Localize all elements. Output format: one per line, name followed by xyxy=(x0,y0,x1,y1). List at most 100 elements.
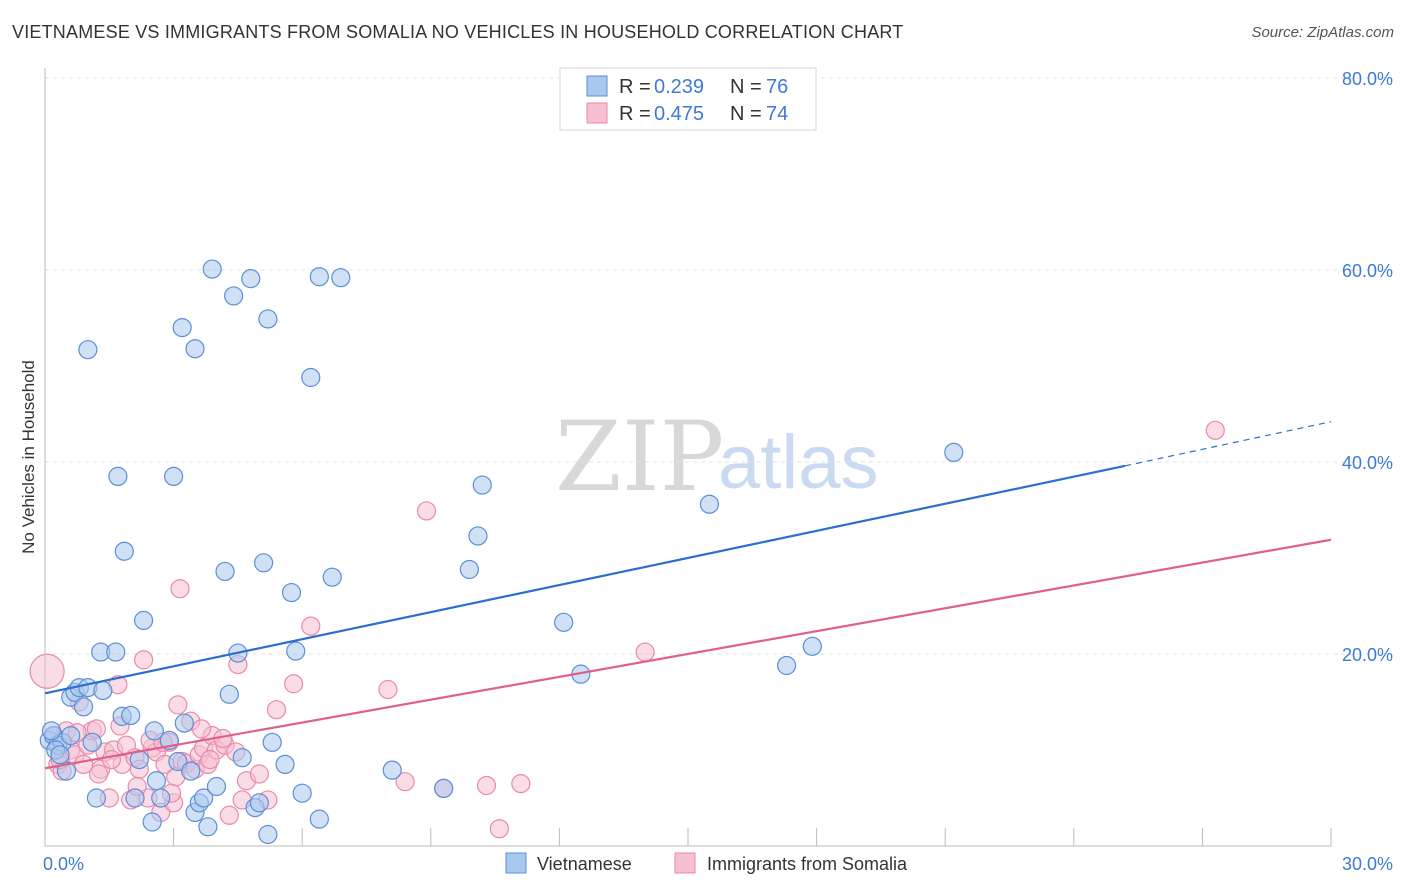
vietnamese-point xyxy=(258,309,278,329)
bottom-legend: Vietnamese Immigrants from Somalia xyxy=(505,852,908,874)
vietnamese-point xyxy=(206,776,227,797)
somalia-point xyxy=(170,579,190,599)
vietnamese-point xyxy=(198,817,218,837)
vietnamese-point xyxy=(554,612,574,632)
legend-r-label: R = xyxy=(619,76,651,98)
vietnamese-point xyxy=(286,641,306,661)
vietnamese-point xyxy=(168,751,188,772)
vietnamese-point xyxy=(121,705,141,726)
vietnamese-point xyxy=(254,553,274,573)
somalia-point xyxy=(101,749,122,770)
vietnamese-point xyxy=(50,745,70,765)
somalia-point xyxy=(266,700,287,720)
vietnamese-point xyxy=(802,636,822,656)
vietnamese-point xyxy=(164,466,184,486)
legend-r-label: R = xyxy=(619,103,651,125)
vietnamese-point xyxy=(151,788,171,808)
vietnamese-point xyxy=(185,339,205,359)
somalia-point xyxy=(168,695,188,715)
vietnamese-point xyxy=(699,494,720,514)
somalia-point xyxy=(378,679,398,700)
vietnamese-point xyxy=(262,732,282,752)
somalia-point xyxy=(249,764,269,784)
watermark: ZIP atlas xyxy=(555,401,879,513)
vietnamese-trend-extension xyxy=(1125,421,1332,467)
legend-swatch-pink xyxy=(586,102,608,124)
y-tick-label: 20.0% xyxy=(1342,645,1393,665)
vietnamese-point xyxy=(144,721,164,741)
y-tick-label: 80.0% xyxy=(1342,69,1393,89)
vietnamese-point xyxy=(309,809,329,829)
vietnamese-point xyxy=(108,466,128,486)
vietnamese-point xyxy=(301,367,321,388)
chart-title: VIETNAMESE VS IMMIGRANTS FROM SOMALIA NO… xyxy=(12,22,904,42)
vietnamese-point xyxy=(468,526,488,546)
vietnamese-point xyxy=(331,268,351,288)
vietnamese-point xyxy=(194,788,214,808)
x-tick-label: 30.0% xyxy=(1342,854,1393,874)
vietnamese-point xyxy=(82,732,102,752)
somalia-point xyxy=(284,674,304,694)
vietnamese-point xyxy=(172,318,192,338)
vietnamese-point xyxy=(125,788,145,808)
y-axis-label: No Vehicles in Household xyxy=(19,360,38,554)
vietnamese-point xyxy=(215,561,235,582)
somalia-point xyxy=(88,764,109,784)
somalia-point xyxy=(635,642,655,662)
somalia-point xyxy=(29,653,65,689)
watermark-zip: ZIP xyxy=(555,401,724,513)
vietnamese-point xyxy=(202,259,222,279)
vietnamese-point xyxy=(472,475,492,495)
vietnamese-trend-line xyxy=(44,464,1126,695)
vietnamese-point xyxy=(73,697,94,717)
vietnamese-point xyxy=(146,771,167,791)
legend: R = 0.239 N = 76 R = 0.475 N = 74 xyxy=(559,67,817,131)
somalia-point xyxy=(219,805,239,825)
legend-r-value: 0.239 xyxy=(654,76,704,98)
somalia-point xyxy=(133,650,154,670)
somalia-point xyxy=(489,819,509,839)
somalia-point xyxy=(301,616,321,636)
vietnamese-point xyxy=(142,812,162,832)
vietnamese-point xyxy=(219,684,239,704)
vietnamese-point xyxy=(292,783,312,803)
vietnamese-point xyxy=(309,267,329,287)
vietnamese-point xyxy=(106,642,126,662)
vietnamese-point xyxy=(41,721,62,741)
trend-lines xyxy=(44,421,1332,770)
vietnamese-point xyxy=(93,680,113,701)
vietnamese-point xyxy=(944,442,964,462)
vietnamese-point xyxy=(181,761,201,781)
vietnamese-point xyxy=(232,748,252,768)
y-tick-label: 40.0% xyxy=(1342,453,1393,473)
vietnamese-point xyxy=(776,655,797,676)
bottom-legend-somalia: Immigrants from Somalia xyxy=(707,854,908,874)
vietnamese-point xyxy=(241,269,261,289)
vietnamese-point xyxy=(434,778,454,799)
vietnamese-point xyxy=(114,541,134,561)
vietnamese-point xyxy=(382,760,402,780)
somalia-point xyxy=(511,773,531,794)
vietnamese-point xyxy=(78,340,98,360)
somalia-point xyxy=(476,775,497,796)
tick-labels: 20.0% 40.0% 60.0% 80.0% 0.0% 30.0% xyxy=(43,69,1393,874)
legend-n-value: 74 xyxy=(766,103,788,125)
bottom-legend-swatch-pink xyxy=(674,852,696,874)
vietnamese-point xyxy=(133,610,154,631)
vietnamese-point xyxy=(281,582,302,603)
legend-n-value: 76 xyxy=(766,76,788,98)
vietnamese-point xyxy=(61,725,81,746)
vietnamese-point xyxy=(249,793,269,813)
somalia-point xyxy=(395,772,415,792)
vietnamese-point xyxy=(459,559,479,580)
series-vietnamese-points xyxy=(39,259,964,845)
vietnamese-point xyxy=(86,788,107,808)
vietnamese-point xyxy=(224,286,244,306)
vietnamese-point xyxy=(258,824,278,845)
bottom-legend-swatch-blue xyxy=(505,852,527,874)
somalia-point xyxy=(1205,420,1225,440)
axes xyxy=(44,68,1331,847)
vietnamese-point xyxy=(56,761,77,781)
somalia-point xyxy=(191,719,212,739)
